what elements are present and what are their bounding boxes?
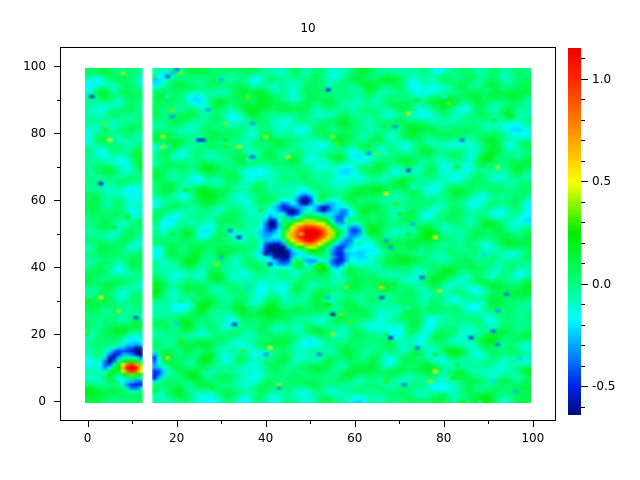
colorbar-major-tick [581,386,588,388]
colorbar-gradient [568,48,581,415]
x-major-tick [532,421,534,427]
y-minor-tick [57,166,60,168]
colorbar-tick-label: 0.0 [592,276,612,291]
y-minor-tick [57,99,60,101]
y-major-tick [54,66,60,68]
y-minor-tick [57,233,60,235]
colorbar-major-tick [581,181,588,183]
x-tick-label: 80 [436,431,452,445]
colorbar-minor-tick [581,58,585,60]
x-minor-tick [399,421,401,424]
x-tick-label: 0 [83,431,92,445]
y-major-tick [54,200,60,202]
y-major-tick [54,267,60,269]
x-minor-tick [221,421,223,424]
y-minor-tick [57,367,60,369]
x-major-tick [443,421,445,427]
colorbar-minor-tick [581,242,585,244]
colorbar-major-tick [581,78,588,80]
x-tick-label: 20 [169,431,185,445]
y-major-tick [54,400,60,402]
colorbar-minor-tick [581,304,585,306]
x-tick-label: 100 [521,431,545,445]
colorbar-minor-tick [581,406,585,408]
colorbar-minor-tick [581,140,585,142]
colorbar-tick-label: 1.0 [592,71,612,86]
x-minor-tick [488,421,490,424]
colorbar-minor-tick [581,119,585,121]
colorbar-minor-tick [581,160,585,162]
heatmap-image [85,68,531,403]
y-tick-label: 0 [38,393,46,408]
colorbar-minor-tick [581,201,585,203]
x-minor-tick [310,421,312,424]
colorbar-minor-tick [581,99,585,101]
y-tick-label: 80 [30,126,46,141]
x-major-tick [87,421,89,427]
colorbar-minor-tick [581,345,585,347]
colorbar-minor-tick [581,263,585,265]
x-major-tick [265,421,267,427]
x-minor-tick [132,421,134,424]
y-tick-label: 40 [30,260,46,275]
y-major-tick [54,334,60,336]
x-tick-label: 60 [347,431,363,445]
colorbar-minor-tick [581,324,585,326]
y-major-tick [54,133,60,135]
y-tick-label: 60 [30,193,46,208]
masked-column-stripe [143,68,153,403]
axes-frame [60,47,556,421]
y-tick-label: 20 [30,327,46,342]
y-tick-label: 100 [23,59,46,74]
colorbar-tick-label: 0.5 [592,174,612,189]
colorbar-tick-label: -0.5 [592,379,616,394]
colorbar-minor-tick [581,222,585,224]
y-minor-tick [57,300,60,302]
colorbar-major-tick [581,283,588,285]
x-tick-label: 40 [258,431,274,445]
colorbar-minor-tick [581,365,585,367]
plot-title: 10 [300,21,316,35]
x-major-tick [354,421,356,427]
x-major-tick [176,421,178,427]
